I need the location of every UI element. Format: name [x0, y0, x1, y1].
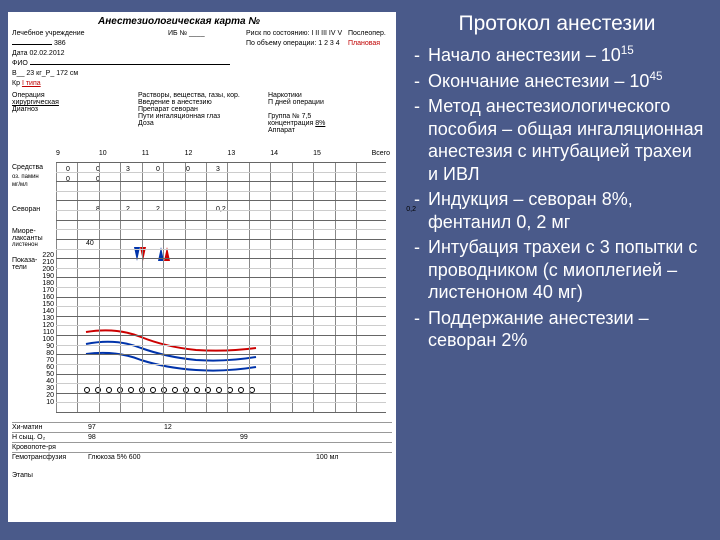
timeline-header: 9101112131415: [56, 150, 386, 160]
chart-grid: 003003 00 8220,2 0,2 40: [56, 162, 386, 412]
surg-lbl: хирургическая: [12, 99, 132, 106]
oprisk-opts: 1 2 3 4: [318, 40, 339, 47]
institution-label: Лечебное учреждение: [12, 30, 85, 37]
protocol-item: Начало анестезии – 1015: [410, 44, 704, 67]
hist-label: ИБ № ____: [168, 30, 205, 37]
dose-lbl: Доза: [138, 120, 154, 127]
hist-val: 386: [54, 40, 66, 47]
protocol-item: Окончание анестезии – 1045: [410, 70, 704, 93]
protocol-item: Интубация трахеи с 3 попытки с проводник…: [410, 236, 704, 304]
protocol-item: Метод анестезиологического пособия – общ…: [410, 95, 704, 185]
date-val: 02.02.2012: [29, 50, 64, 57]
fio-lbl: ФИО: [12, 60, 28, 67]
age-lbl: В: [12, 70, 17, 77]
slide: Анестезиологическая карта № Лечебное учр…: [0, 0, 720, 540]
planned-label: Плановая: [348, 40, 380, 47]
risk-opts: I II III IV V: [311, 30, 342, 37]
risk-label: Риск по состоянию:: [246, 30, 309, 37]
w-lbl: кг: [36, 70, 42, 77]
h-val: 172: [56, 70, 68, 77]
date-lbl: Дата: [12, 50, 28, 57]
op-lbl: Операция: [12, 92, 132, 99]
protocol-title: Протокол анестезии: [410, 12, 704, 36]
form-title: Анестезиологическая карта №: [98, 16, 260, 27]
protocol-item: Индукция – севоран 8%, фентанил 0, 2 мг: [410, 188, 704, 233]
cath-lbl: Пути ингаляционная глаз: [138, 113, 220, 120]
etapi-label: Этапы: [12, 472, 33, 479]
protocol-list: Начало анестезии – 1015 Окончание анестез…: [410, 44, 704, 352]
protocol-panel: Протокол анестезии Начало анестезии – 10…: [396, 12, 704, 528]
days-lbl: П дней операции: [268, 99, 388, 106]
app-lbl: Аппарат: [268, 127, 295, 134]
anesthesia-form: Анестезиологическая карта № Лечебное учр…: [8, 12, 396, 522]
oprisk-label: По объему операции:: [246, 40, 316, 47]
sol-lbl: Растворы, вещества, газы, кор.: [138, 92, 258, 99]
blood-lbl: Кр: [12, 80, 20, 87]
conc-lbl: концентрация: [268, 120, 313, 127]
w-val: 23: [26, 70, 34, 77]
intro-lbl: Введение в анестезию: [138, 99, 258, 106]
prep-lbl: Препарат севоран: [138, 106, 198, 113]
protocol-item: Поддержание анестезии – севоран 2%: [410, 307, 704, 352]
bottom-rows: Хи-матин9712 Н сыщ. О₂9899 Кровопоте-ря …: [12, 422, 392, 462]
diag-lbl: Диагноз: [12, 106, 132, 113]
total-lbl: Всего: [372, 150, 390, 157]
narc-lbl: Наркотики: [268, 92, 388, 99]
hist2: [12, 44, 52, 45]
blood-val: I типа: [22, 80, 41, 87]
group-lbl: Группа № 7,5: [268, 113, 311, 120]
postop-label: Послеопер.: [348, 30, 386, 37]
